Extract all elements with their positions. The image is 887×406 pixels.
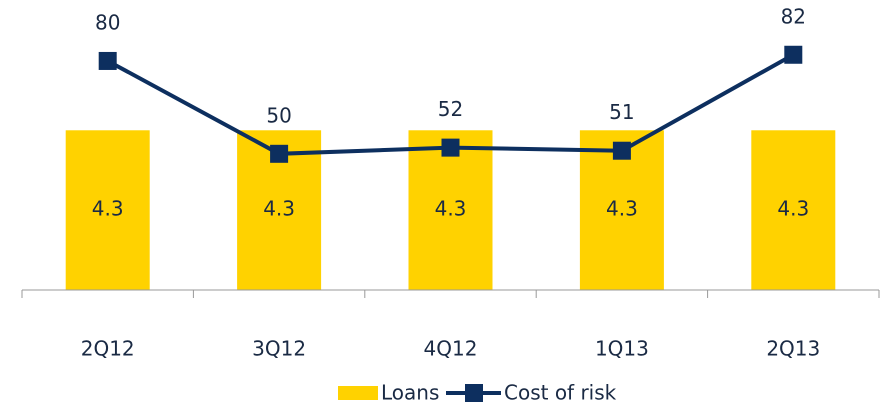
line-value-label: 82 — [781, 4, 806, 28]
line-marker — [612, 141, 631, 160]
x-tick-label: 2Q13 — [766, 337, 820, 361]
legend-marker — [465, 384, 483, 402]
bar — [751, 130, 836, 290]
line-marker — [98, 51, 117, 70]
line-value-label: 51 — [609, 100, 634, 124]
bar-value-label: 4.3 — [435, 197, 467, 221]
legend-label: Loans — [381, 381, 439, 405]
line-marker — [784, 45, 803, 64]
x-tick-label: 3Q12 — [252, 337, 306, 361]
x-tick-label: 4Q12 — [424, 337, 478, 361]
bar — [408, 130, 493, 290]
bar-value-label: 4.3 — [606, 197, 638, 221]
legend-swatch — [338, 386, 378, 400]
line-value-label: 50 — [266, 103, 291, 127]
bar — [65, 130, 150, 290]
bar-value-label: 4.3 — [263, 197, 295, 221]
legend-label: Cost of risk — [504, 381, 617, 405]
line-value-label: 52 — [438, 97, 463, 121]
line-marker — [270, 144, 289, 163]
bar-value-label: 4.3 — [92, 197, 124, 221]
x-tick-label: 2Q12 — [81, 337, 135, 361]
bar-value-label: 4.3 — [777, 197, 809, 221]
line-value-label: 80 — [95, 10, 120, 34]
line-marker — [441, 138, 460, 157]
x-tick-label: 1Q13 — [595, 337, 649, 361]
